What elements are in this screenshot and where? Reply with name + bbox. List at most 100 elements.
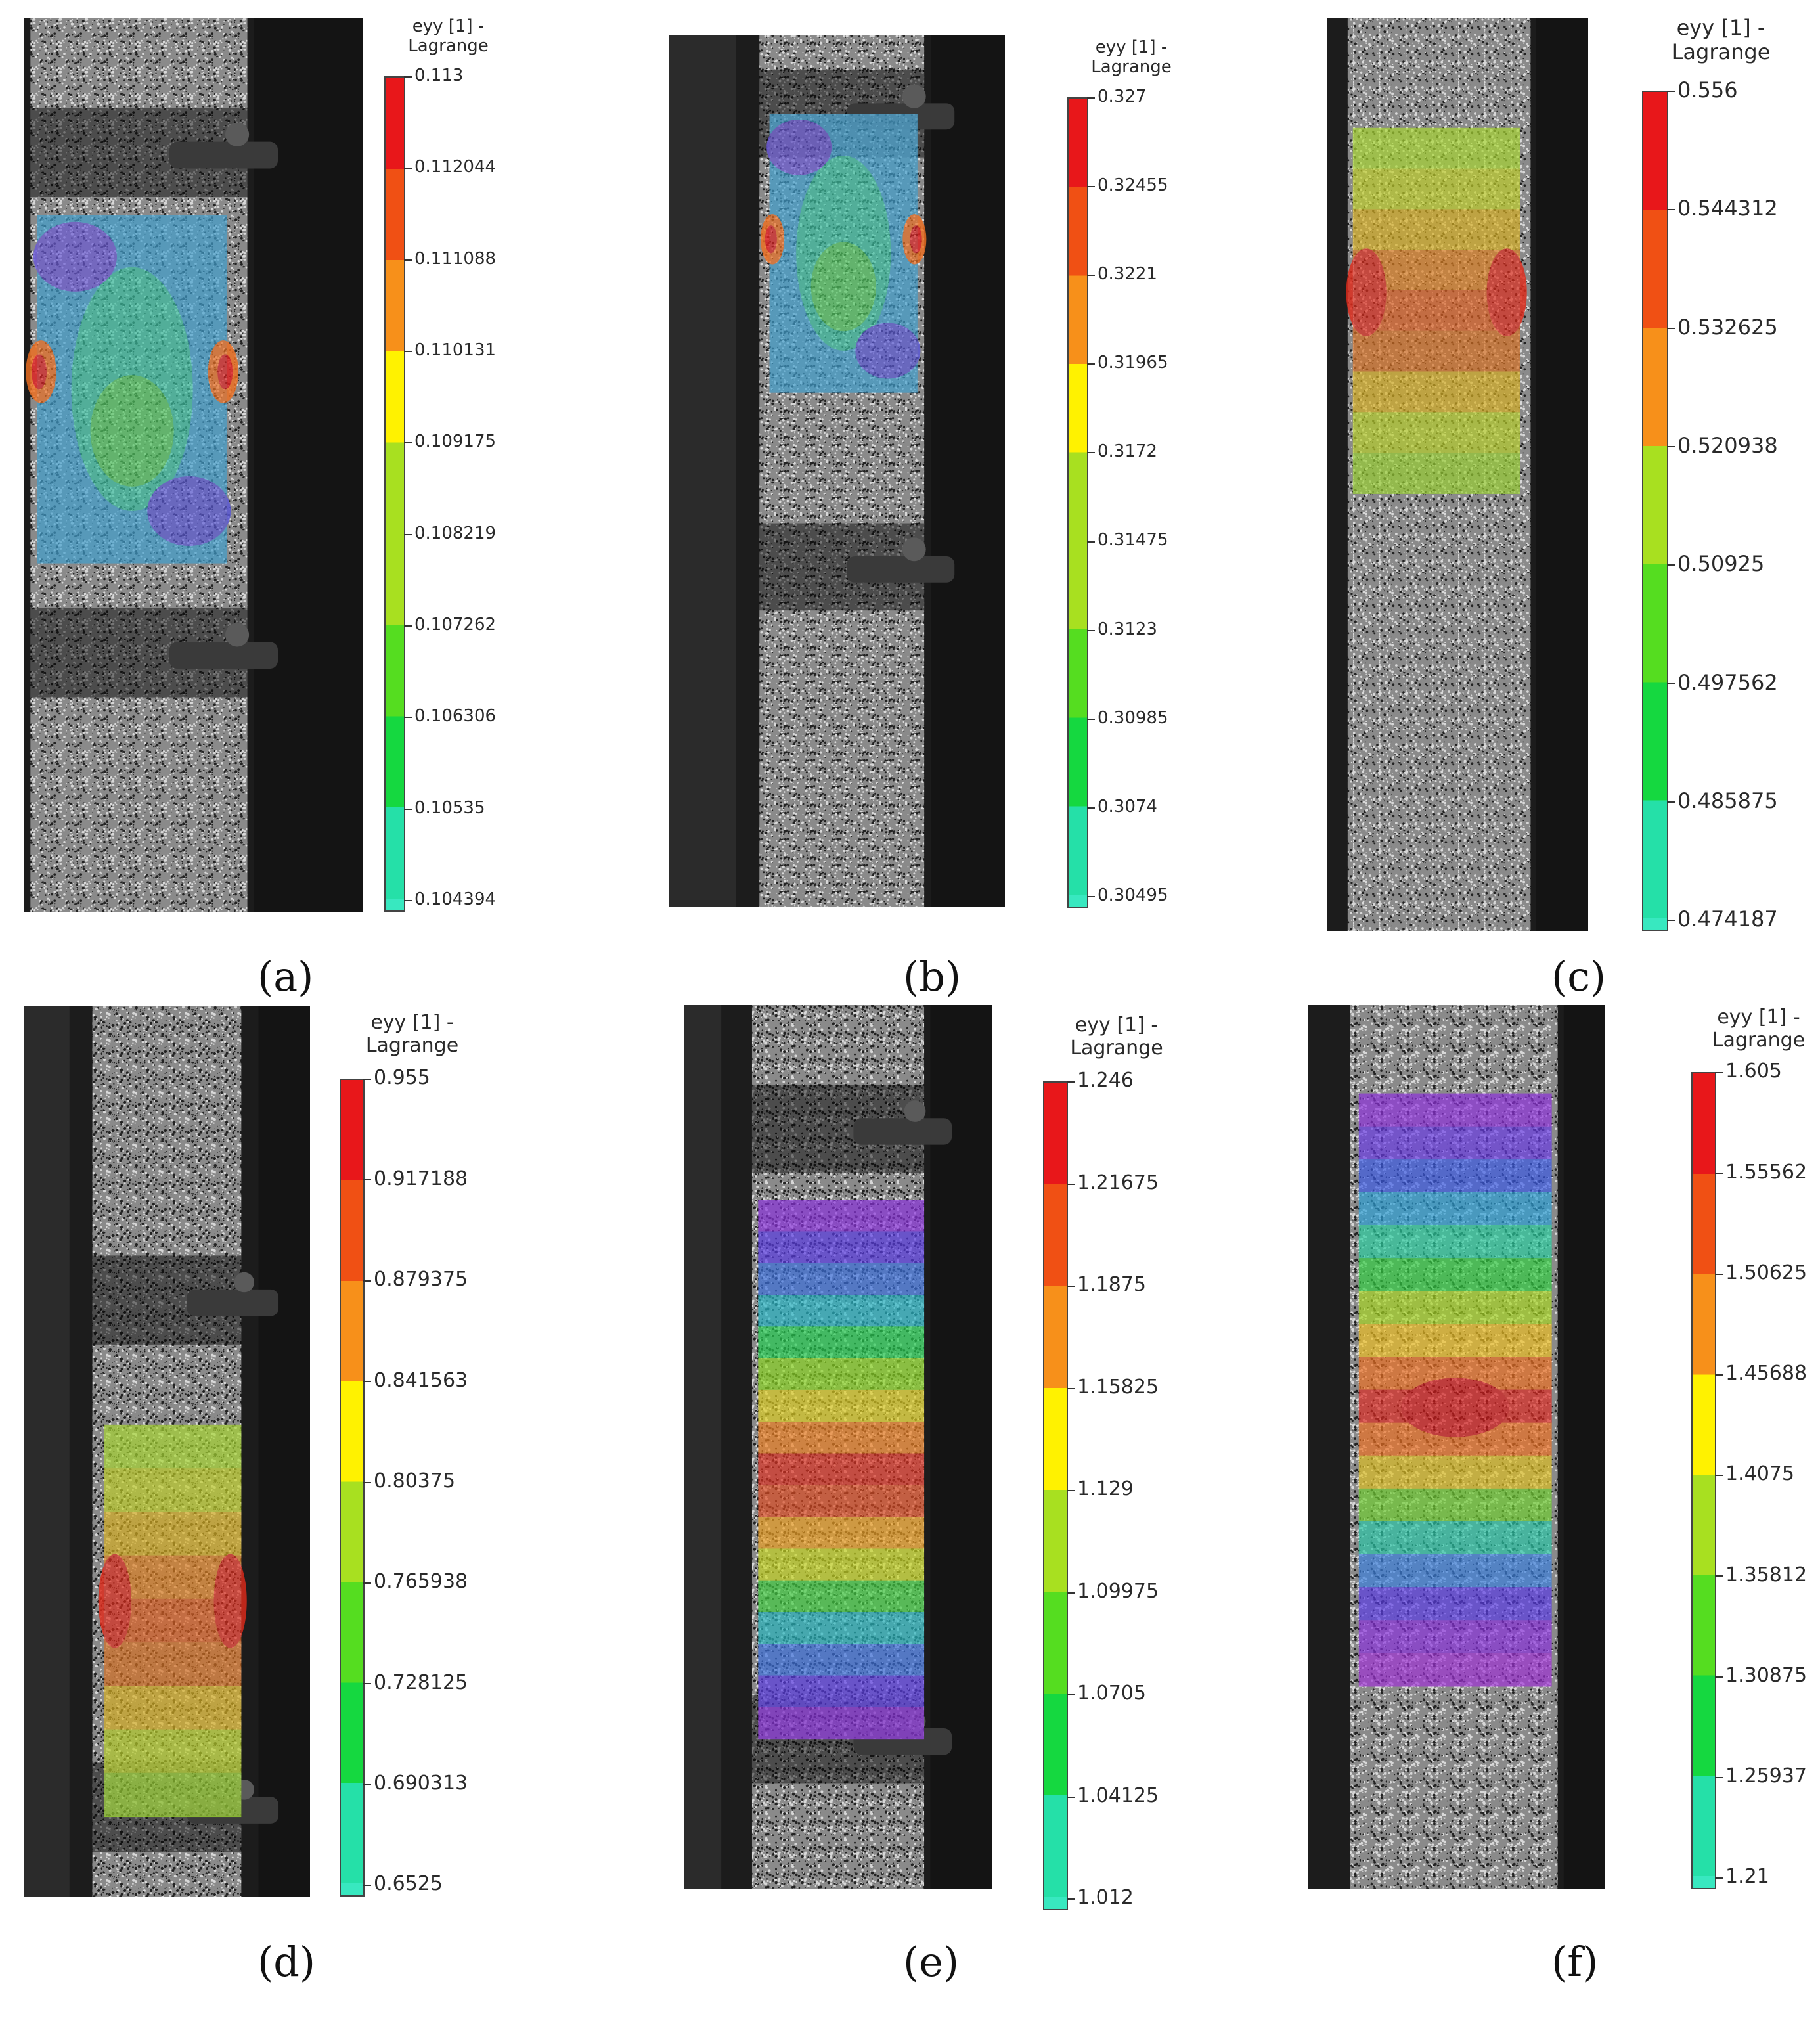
caption-c: (c)	[1551, 953, 1607, 1000]
colorbar-tick	[363, 1381, 371, 1383]
colorbar-tick-label: 0.690313	[374, 1772, 468, 1795]
colorbar-tick	[1667, 327, 1675, 329]
colorbar-tick-label: 0.3123	[1098, 619, 1157, 639]
colorbar-a	[384, 76, 405, 912]
colorbar-tick	[404, 808, 412, 810]
caption-d: (d)	[257, 1938, 316, 1986]
colorbar-tick	[363, 1582, 371, 1584]
colorbar-tick-label: 0.917188	[374, 1167, 468, 1190]
legend-title-line1: eyy [1] -	[1095, 37, 1168, 57]
caption-a: (a)	[257, 953, 314, 1000]
colorbar-tick	[1087, 807, 1095, 809]
colorbar-tick	[1715, 1676, 1723, 1678]
colorbar-tick	[1067, 1796, 1075, 1798]
colorbar-tick	[1087, 541, 1095, 543]
colorbar-tick	[1067, 1592, 1075, 1594]
colorbar-tick	[363, 1280, 371, 1282]
colorbar-tick	[363, 1885, 371, 1886]
colorbar-tick-label: 0.32455	[1098, 175, 1168, 195]
colorbar-tick-label: 1.246	[1077, 1069, 1134, 1092]
colorbar-f	[1691, 1072, 1716, 1889]
colorbar-tick	[1087, 186, 1095, 188]
colorbar-tick-label: 1.30875	[1725, 1663, 1808, 1687]
specimen-graphic	[24, 1006, 310, 1897]
colorbar-tick-label: 0.104394	[414, 889, 497, 909]
legend-title-line2: Lagrange	[1070, 1036, 1163, 1060]
colorbar-b	[1067, 97, 1088, 908]
colorbar-tick-label: 0.50925	[1677, 551, 1765, 577]
colorbar-tick	[1087, 629, 1095, 631]
colorbar-tick-label: 1.4075	[1725, 1462, 1794, 1486]
colorbar-tick-label: 1.21675	[1077, 1171, 1159, 1194]
colorbar-tick-label: 1.605	[1725, 1060, 1782, 1083]
colorbar-tick	[1715, 1776, 1723, 1778]
colorbar-tick	[1067, 1490, 1075, 1491]
colorbar-tick-label: 1.129	[1077, 1477, 1134, 1501]
colorbar-tick-label: 1.1875	[1077, 1273, 1146, 1297]
legend-title-e: eyy [1] - Lagrange	[1044, 1014, 1189, 1060]
colorbar-tick-label: 0.80375	[374, 1469, 456, 1493]
colorbar-tick-label: 0.544312	[1677, 196, 1778, 221]
colorbar-tick-label: 1.15825	[1077, 1375, 1159, 1399]
legend-title-line1: eyy [1] -	[1717, 1006, 1800, 1029]
colorbar-tick	[1667, 445, 1675, 447]
specimen-graphic	[1327, 18, 1588, 931]
colorbar-tick-label: 0.955	[374, 1066, 430, 1090]
colorbar-tick-label: 0.10535	[414, 797, 485, 818]
colorbar-tick	[404, 168, 412, 169]
colorbar-tick-label: 0.3172	[1098, 441, 1157, 462]
colorbar-tick	[1067, 1081, 1075, 1083]
colorbar-tick	[363, 1481, 371, 1483]
colorbar-tick	[404, 259, 412, 261]
colorbar-tick	[1067, 1898, 1075, 1900]
colorbar-tick-label: 0.109175	[414, 432, 497, 452]
colorbar-e	[1043, 1081, 1068, 1910]
specimen-image-a	[24, 18, 363, 912]
colorbar-tick	[1715, 1173, 1723, 1175]
legend-title-line1: eyy [1] -	[1676, 15, 1765, 40]
colorbar-tick-label: 0.106306	[414, 706, 497, 727]
colorbar-tick-label: 0.841563	[374, 1368, 468, 1392]
colorbar-tick-label: 0.3074	[1098, 796, 1157, 817]
colorbar-tick-label: 0.31965	[1098, 353, 1168, 373]
colorbar-tick-label: 1.50625	[1725, 1261, 1808, 1284]
legend-title-line2: Lagrange	[365, 1033, 459, 1057]
legend-title-line1: eyy [1] -	[1075, 1014, 1159, 1037]
colorbar-tick-label: 1.45688	[1725, 1362, 1808, 1385]
specimen-image-e	[684, 1005, 992, 1889]
colorbar-tick-label: 0.30495	[1098, 885, 1168, 905]
colorbar-tick	[1715, 1475, 1723, 1476]
colorbar-tick-label: 0.3221	[1098, 264, 1157, 284]
colorbar-tick-label: 1.35812	[1725, 1563, 1808, 1586]
colorbar-tick-label: 0.107262	[414, 614, 497, 635]
caption-b: (b)	[903, 953, 962, 1000]
colorbar-tick	[363, 1683, 371, 1685]
legend-title-d: eyy [1] - Lagrange	[342, 1011, 483, 1057]
colorbar-tick	[404, 351, 412, 352]
legend-title-line2: Lagrange	[1091, 56, 1172, 77]
colorbar-tick-label: 0.474187	[1677, 907, 1778, 932]
specimen-graphic	[684, 1005, 992, 1889]
colorbar-tick-label: 0.111088	[414, 248, 497, 269]
colorbar-tick-label: 1.55562	[1725, 1160, 1808, 1184]
colorbar-tick	[1715, 1273, 1723, 1275]
colorbar-tick-label: 1.0705	[1077, 1682, 1146, 1705]
colorbar-tick	[1087, 97, 1095, 99]
colorbar-tick	[404, 76, 412, 78]
colorbar-tick-label: 0.520938	[1677, 433, 1778, 459]
colorbar-tick	[1667, 209, 1675, 211]
colorbar-tick-label: 0.765938	[374, 1570, 468, 1594]
legend-title-a: eyy [1] - Lagrange	[378, 16, 519, 56]
colorbar-tick	[1715, 1575, 1723, 1577]
colorbar-tick	[1087, 896, 1095, 897]
colorbar-tick	[1087, 363, 1095, 365]
legend-title-line2: Lagrange	[1712, 1028, 1806, 1052]
colorbar-tick-label: 1.21	[1725, 1865, 1769, 1889]
colorbar-tick-label: 0.485875	[1677, 788, 1778, 813]
colorbar-tick-label: 0.728125	[374, 1671, 468, 1694]
colorbar-tick	[1067, 1286, 1075, 1287]
colorbar-tick	[1087, 452, 1095, 454]
specimen-image-f	[1308, 1005, 1605, 1889]
legend-title-line2: Lagrange	[1671, 39, 1771, 64]
caption-f: (f)	[1551, 1938, 1599, 1986]
